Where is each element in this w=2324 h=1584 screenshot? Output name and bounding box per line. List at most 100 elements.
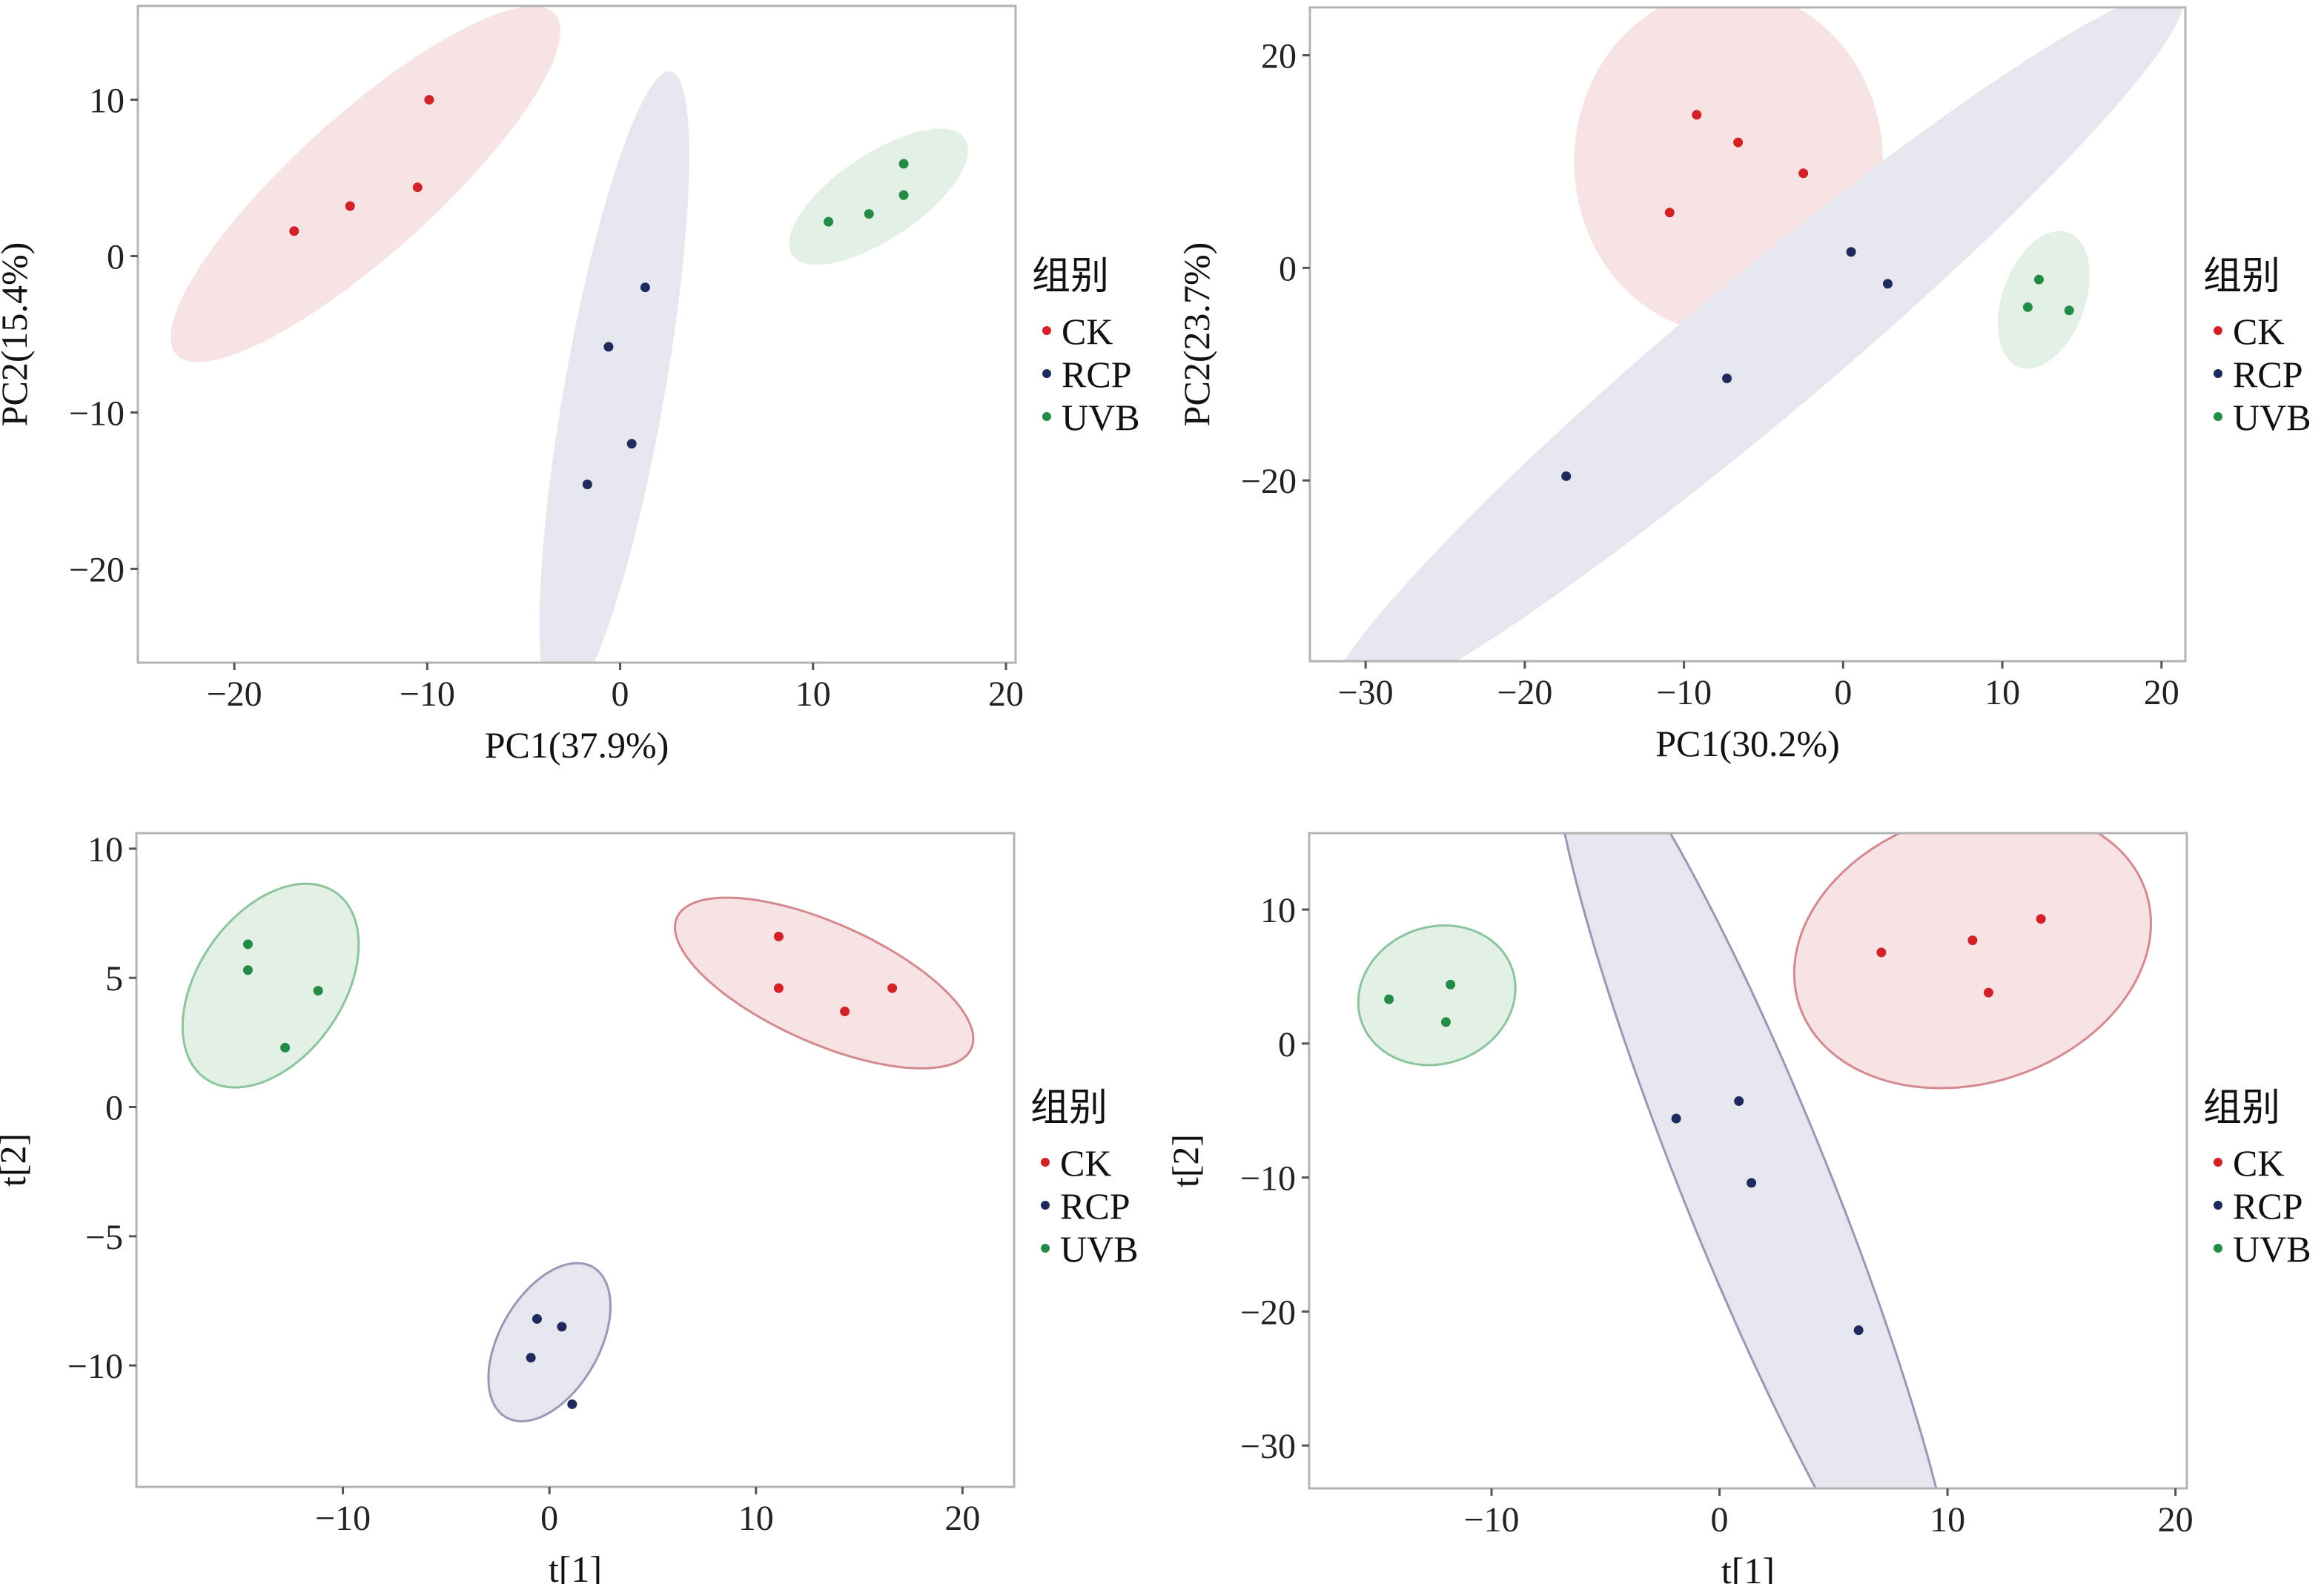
x-tick-label: 20: [988, 675, 1024, 714]
data-point-rcp: [1853, 1325, 1864, 1336]
data-point-rcp: [582, 480, 592, 490]
panel-pca-1: −20 −10 0 10 20 10 0 −10 −20 PC1(37.9%) PC2(15.4%)…: [0, 4, 1140, 766]
x-tick-label: 0: [1711, 1500, 1729, 1540]
y-tick-label: 0: [1279, 249, 1297, 288]
confidence-ellipse-uvb: [181, 882, 360, 1089]
y-axis-title: PC2(15.4%): [0, 242, 35, 427]
confidence-ellipse-rcp: [539, 71, 689, 663]
data-point-uvb: [898, 159, 909, 169]
data-point-rcp: [1846, 247, 1856, 257]
legend-label-uvb: UVB: [2233, 1228, 2311, 1270]
x-tick-label: 0: [612, 675, 629, 714]
x-tick-label: −10: [1656, 673, 1712, 712]
legend-marker-ck: [2214, 1158, 2222, 1167]
confidence-ellipse-rcp: [1563, 833, 1938, 1488]
legend-marker-uvb: [1042, 412, 1051, 421]
ellipse-layer: [181, 882, 975, 1423]
data-point-rcp: [640, 282, 650, 293]
legend-marker-uvb: [2214, 412, 2222, 421]
legend-marker-rcp: [2214, 369, 2222, 378]
x-tick-label: 0: [1834, 673, 1852, 712]
data-point-rcp: [557, 1322, 567, 1332]
legend-marker-uvb: [1041, 1244, 1050, 1253]
y-tick-label: −5: [85, 1218, 123, 1257]
confidence-ellipse-ck: [1792, 833, 2152, 1090]
data-point-rcp: [567, 1399, 577, 1409]
legend-title: 组别: [1032, 256, 1109, 298]
confidence-ellipse-rcp: [1343, 7, 2183, 661]
legend-marker-ck: [2214, 326, 2222, 335]
y-tick-label: 10: [1260, 891, 1296, 930]
data-point-uvb: [1446, 979, 1456, 990]
legend-marker-ck: [1041, 1158, 1050, 1167]
y-tick-label: −10: [67, 1347, 123, 1386]
x-axis-title: t[1]: [549, 1548, 602, 1584]
x-axis-title: PC1(37.9%): [485, 724, 669, 766]
data-point-ck: [1967, 935, 1978, 946]
data-point-rcp: [1734, 1096, 1744, 1107]
legend-title: 组别: [2203, 256, 2280, 298]
x-tick-label: −10: [400, 675, 455, 714]
legend-marker-rcp: [1042, 369, 1051, 378]
data-point-ck: [1983, 987, 1993, 998]
data-point-uvb: [242, 939, 253, 950]
legend-label-uvb: UVB: [1062, 397, 1140, 438]
y-axis-title: t[2]: [0, 1133, 33, 1187]
confidence-ellipse-uvb: [1997, 231, 2090, 369]
legend-label-rcp: RCP: [2233, 354, 2303, 395]
x-tick-label: −20: [1497, 673, 1552, 712]
x-axis-title: t[1]: [1721, 1550, 1775, 1584]
confidence-ellipse-uvb: [789, 128, 969, 265]
data-point-ck: [773, 931, 784, 941]
legend-title: 组别: [1030, 1087, 1108, 1130]
data-point-uvb: [1384, 994, 1394, 1004]
data-point-uvb: [864, 209, 874, 219]
data-point-ck: [412, 182, 423, 193]
plot-frame: [135, 832, 1016, 1488]
legend-title: 组别: [2203, 1087, 2280, 1130]
legend-label-uvb: UVB: [1060, 1228, 1139, 1270]
x-tick-label: −30: [1338, 673, 1394, 712]
data-point-rcp: [1722, 374, 1732, 384]
x-tick-label: −10: [1463, 1500, 1519, 1540]
confidence-ellipse-rcp: [487, 1262, 612, 1423]
ellipse-layer: [1357, 833, 2152, 1488]
x-tick-label: 10: [1984, 673, 2020, 712]
data-point-uvb: [824, 216, 834, 227]
data-point-ck: [1664, 208, 1675, 218]
data-point-ck: [1798, 168, 1809, 179]
x-tick-label: 20: [944, 1499, 980, 1538]
legend-marker-rcp: [2214, 1201, 2222, 1210]
y-tick-label: 0: [105, 1089, 123, 1128]
y-axis-title: PC2(23.7%): [1176, 242, 1217, 427]
data-point-ck: [424, 95, 434, 105]
legend-label-ck: CK: [2233, 1142, 2284, 1184]
data-point-rcp: [626, 439, 637, 449]
data-point-ck: [289, 226, 299, 236]
plot-frame: [1308, 832, 2188, 1490]
x-tick-label: 10: [1930, 1500, 1965, 1540]
legend-label-uvb: UVB: [2233, 397, 2311, 438]
y-tick-label: −20: [1241, 462, 1297, 501]
data-point-uvb: [1441, 1017, 1451, 1027]
y-tick-label: −30: [1240, 1427, 1296, 1466]
x-tick-label: −20: [207, 675, 262, 714]
plot-frame: [1308, 6, 2187, 663]
y-tick-label: 0: [1278, 1025, 1296, 1064]
legend-label-ck: CK: [1060, 1142, 1111, 1184]
x-tick-label: 20: [2158, 1500, 2194, 1540]
data-point-ck: [773, 983, 784, 993]
data-point-ck: [1692, 110, 1702, 120]
data-point-rcp: [532, 1313, 542, 1324]
x-tick-label: 10: [795, 675, 831, 714]
x-tick-label: 0: [540, 1499, 558, 1538]
ellipse-layer: [1343, 7, 2183, 661]
panel-pca-2: −30 −20 −10 0 10 20 20 0 −20 PC1(30.2%) PC2(23.7%)…: [1176, 6, 2311, 764]
legend-label-rcp: RCP: [1060, 1185, 1130, 1227]
data-point-rcp: [1671, 1113, 1681, 1124]
data-point-rcp: [1882, 279, 1893, 289]
y-tick-label: 10: [89, 82, 125, 121]
x-tick-label: 20: [2144, 673, 2179, 712]
